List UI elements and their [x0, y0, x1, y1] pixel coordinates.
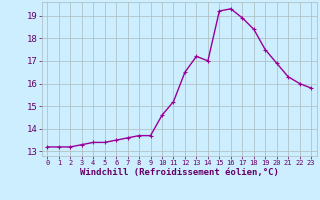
X-axis label: Windchill (Refroidissement éolien,°C): Windchill (Refroidissement éolien,°C): [80, 168, 279, 177]
